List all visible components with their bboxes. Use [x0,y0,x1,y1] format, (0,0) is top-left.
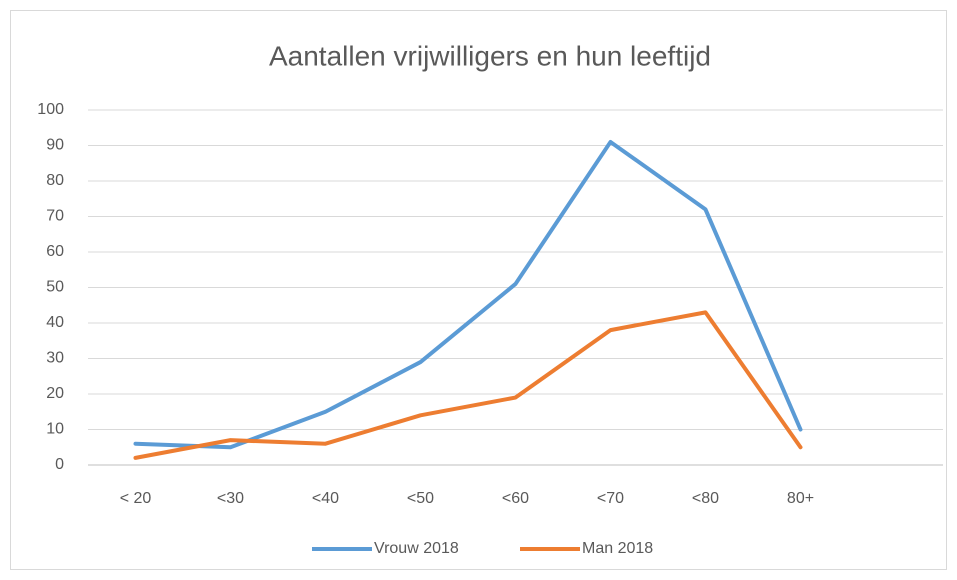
y-tick-label: 50 [46,279,64,296]
x-tick-label: <50 [407,490,434,507]
x-tick-label: 80+ [787,490,814,507]
x-tick-label: <70 [597,490,624,507]
legend-label: Vrouw 2018 [374,540,459,557]
y-tick-label: 70 [46,208,64,225]
x-tick-label: <40 [312,490,339,507]
y-tick-label: 0 [55,456,64,473]
series-line [133,310,803,460]
y-tick-label: 20 [46,385,64,402]
y-tick-label: 90 [46,137,64,154]
x-tick-label: <30 [217,490,244,507]
y-tick-label: 60 [46,243,64,260]
chart-border [10,10,947,570]
x-tick-label: < 20 [120,490,152,507]
legend-label: Man 2018 [582,540,653,557]
y-tick-label: 100 [37,101,64,118]
x-tick-label: <60 [502,490,529,507]
x-tick-label: <80 [692,490,719,507]
y-tick-label: 40 [46,314,64,331]
y-tick-label: 10 [46,421,64,438]
y-tick-label: 80 [46,172,64,189]
chart-title: Aantallen vrijwilligers en hun leeftijd [269,40,711,71]
y-tick-label: 30 [46,350,64,367]
